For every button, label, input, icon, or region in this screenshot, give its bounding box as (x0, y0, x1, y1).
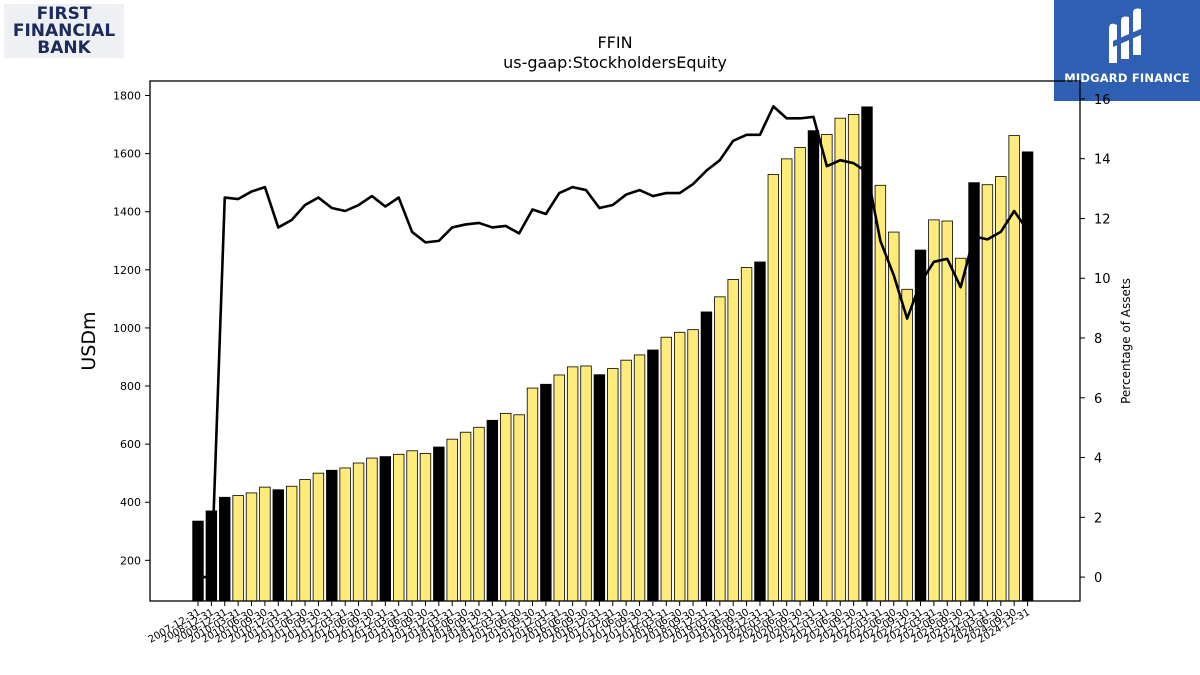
bar-2013-06-30 (406, 450, 418, 602)
y2-tick-label: 16 (1094, 93, 1111, 108)
left-axis: 200 400 600 800 1000 1200 1400 1600 1800 (113, 90, 150, 567)
bar-2024-12-31 (1021, 151, 1034, 602)
bar-2015-06-30 (513, 414, 525, 602)
bar-2011-03-31 (285, 485, 298, 602)
bar-2014-12-31 (486, 419, 499, 602)
line-series (198, 105, 1029, 579)
bar-2017-03-31 (607, 368, 619, 602)
bar-2010-12-31 (272, 489, 284, 602)
percentage-line (198, 105, 1029, 579)
bar-2018-06-30 (673, 331, 686, 602)
midgard-finance-logo: MIDGARD FINANCE (1054, 0, 1200, 101)
logo-left-line2: FINANCIAL (12, 20, 116, 41)
bar-2017-06-30 (620, 359, 632, 602)
bar-2015-12-31 (540, 383, 552, 602)
bar-2014-03-31 (446, 438, 458, 602)
bar-2018-03-31 (660, 336, 673, 602)
bar-2019-09-30 (740, 267, 753, 602)
bar-2022-12-31 (914, 249, 927, 602)
bar-2010-06-30 (245, 492, 258, 602)
logo-left-line1: FIRST (36, 3, 92, 24)
y2-tick-label: 8 (1094, 332, 1102, 347)
logo-right-name: MIDGARD FINANCE (1064, 71, 1190, 85)
x-axis: 2007-12-312008-12-312009-12-312010-03-31… (147, 601, 1032, 646)
plot-frame (149, 80, 1081, 602)
y2-tick-label: 0 (1094, 571, 1102, 586)
bar-2016-09-30 (580, 365, 592, 602)
bar-2019-12-31 (754, 261, 766, 602)
y2-tick-label: 14 (1094, 153, 1111, 168)
bar-2015-09-30 (526, 387, 539, 602)
bar-2020-06-30 (781, 158, 793, 602)
bar-2011-06-30 (299, 479, 311, 602)
bar-2024-06-30 (995, 176, 1007, 602)
y2-tick-label: 12 (1094, 212, 1111, 227)
bar-2024-03-31 (981, 184, 994, 602)
y-tick-label: 400 (120, 496, 141, 509)
bar-2012-03-31 (339, 467, 351, 602)
bar-2011-12-31 (326, 469, 338, 602)
bar-series (192, 106, 1034, 602)
bar-2014-06-30 (459, 431, 472, 602)
y-tick-label: 1800 (113, 90, 141, 103)
bar-2007-12-31 (192, 520, 204, 602)
bar-2010-03-31 (232, 495, 244, 602)
y-tick-label: 1600 (113, 148, 141, 161)
bar-2021-09-30 (847, 114, 860, 602)
bar-2021-12-31 (861, 106, 873, 602)
y-tick-label: 200 (120, 554, 141, 567)
y-tick-label: 800 (120, 380, 141, 393)
bar-2010-09-30 (259, 486, 271, 602)
bar-2021-03-31 (821, 134, 833, 602)
bar-2016-12-31 (593, 374, 606, 602)
bar-2013-03-31 (392, 453, 405, 602)
bar-2012-06-30 (352, 462, 365, 602)
y2-tick-label: 10 (1094, 272, 1111, 287)
y-tick-label: 1400 (113, 206, 141, 219)
y2-tick-label: 6 (1094, 392, 1102, 407)
y-tick-label: 600 (120, 438, 141, 451)
y-axis-label: USDm (78, 311, 100, 370)
bar-2022-09-30 (901, 288, 913, 602)
bar-2012-12-31 (379, 456, 392, 602)
y2-axis-label: Percentage of Assets (1119, 278, 1133, 404)
logo-left-line3: BANK (37, 37, 91, 58)
bar-2019-03-31 (714, 296, 726, 602)
bar-2018-12-31 (700, 311, 713, 602)
y-tick-label: 1000 (113, 322, 141, 335)
y2-tick-label: 2 (1094, 511, 1102, 526)
bar-2015-03-31 (500, 412, 512, 602)
bar-2009-12-31 (219, 496, 231, 602)
bar-2023-06-30 (941, 220, 953, 602)
bar-2018-09-30 (687, 329, 699, 602)
bar-2020-03-31 (767, 174, 780, 602)
bar-2023-03-31 (928, 219, 940, 602)
chart-title: FFIN (597, 33, 632, 52)
y-tick-label: 1200 (113, 264, 141, 277)
bar-2021-06-30 (834, 117, 846, 602)
bar-2013-09-30 (419, 453, 432, 602)
bar-2017-09-30 (633, 354, 646, 602)
bar-2020-12-31 (807, 130, 820, 602)
bar-2013-12-31 (433, 446, 445, 602)
bar-2016-06-30 (566, 366, 579, 602)
bar-2011-09-30 (312, 472, 325, 602)
bar-2016-03-31 (553, 374, 565, 602)
bar-2023-09-30 (954, 257, 967, 602)
bar-2014-09-30 (473, 426, 485, 602)
chart-subtitle: us-gaap:StockholdersEquity (503, 53, 727, 72)
bar-2012-09-30 (366, 457, 378, 602)
right-axis: 0 2 4 6 8 10 12 14 16 (1080, 93, 1111, 586)
y2-tick-label: 4 (1094, 452, 1102, 467)
bar-2020-09-30 (794, 147, 806, 602)
bar-2019-06-30 (727, 279, 739, 602)
midgard-mark-icon (1109, 8, 1145, 64)
bar-2017-12-31 (647, 349, 659, 602)
bar-2024-09-30 (1008, 135, 1020, 602)
first-financial-bank-logo: FIRST FINANCIAL BANK (4, 4, 124, 58)
